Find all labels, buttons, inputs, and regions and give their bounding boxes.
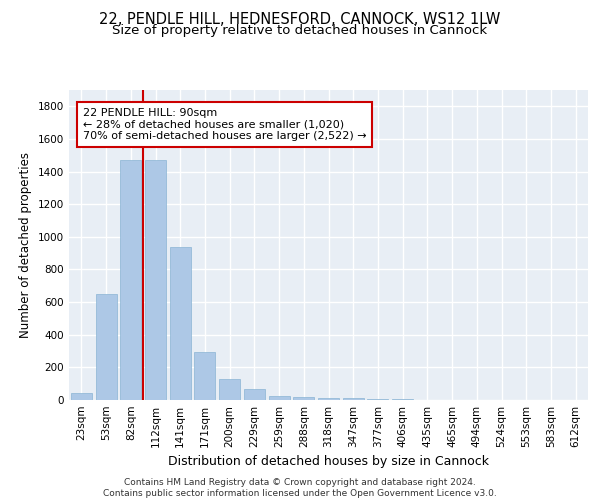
Bar <box>367 399 388 400</box>
X-axis label: Distribution of detached houses by size in Cannock: Distribution of detached houses by size … <box>168 456 489 468</box>
Bar <box>244 390 265 400</box>
Bar <box>343 398 364 400</box>
Y-axis label: Number of detached properties: Number of detached properties <box>19 152 32 338</box>
Text: 22 PENDLE HILL: 90sqm
← 28% of detached houses are smaller (1,020)
70% of semi-d: 22 PENDLE HILL: 90sqm ← 28% of detached … <box>83 108 366 141</box>
Bar <box>392 399 413 400</box>
Bar <box>95 294 116 400</box>
Bar <box>194 352 215 400</box>
Text: Contains HM Land Registry data © Crown copyright and database right 2024.
Contai: Contains HM Land Registry data © Crown c… <box>103 478 497 498</box>
Bar <box>269 396 290 400</box>
Bar <box>71 394 92 400</box>
Bar <box>145 160 166 400</box>
Bar <box>120 160 141 400</box>
Text: Size of property relative to detached houses in Cannock: Size of property relative to detached ho… <box>112 24 488 37</box>
Text: 22, PENDLE HILL, HEDNESFORD, CANNOCK, WS12 1LW: 22, PENDLE HILL, HEDNESFORD, CANNOCK, WS… <box>100 12 500 28</box>
Bar <box>318 398 339 400</box>
Bar <box>219 379 240 400</box>
Bar <box>170 246 191 400</box>
Bar <box>293 396 314 400</box>
